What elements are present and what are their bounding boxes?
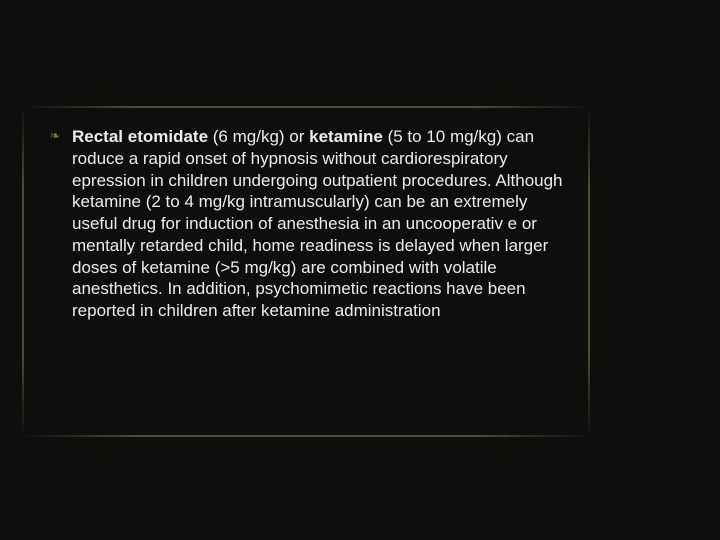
frame-border-right (588, 106, 590, 436)
body-text: Rectal etomidate (6 mg/kg) or ketamine (… (72, 126, 572, 322)
frame-border-left (22, 106, 24, 436)
slide-content: ❧ Rectal etomidate (6 mg/kg) or ketamine… (30, 108, 580, 340)
frame-border-bottom (22, 435, 590, 437)
bullet-row: ❧ Rectal etomidate (6 mg/kg) or ketamine… (48, 126, 572, 322)
fleuron-bullet-icon: ❧ (48, 129, 62, 143)
